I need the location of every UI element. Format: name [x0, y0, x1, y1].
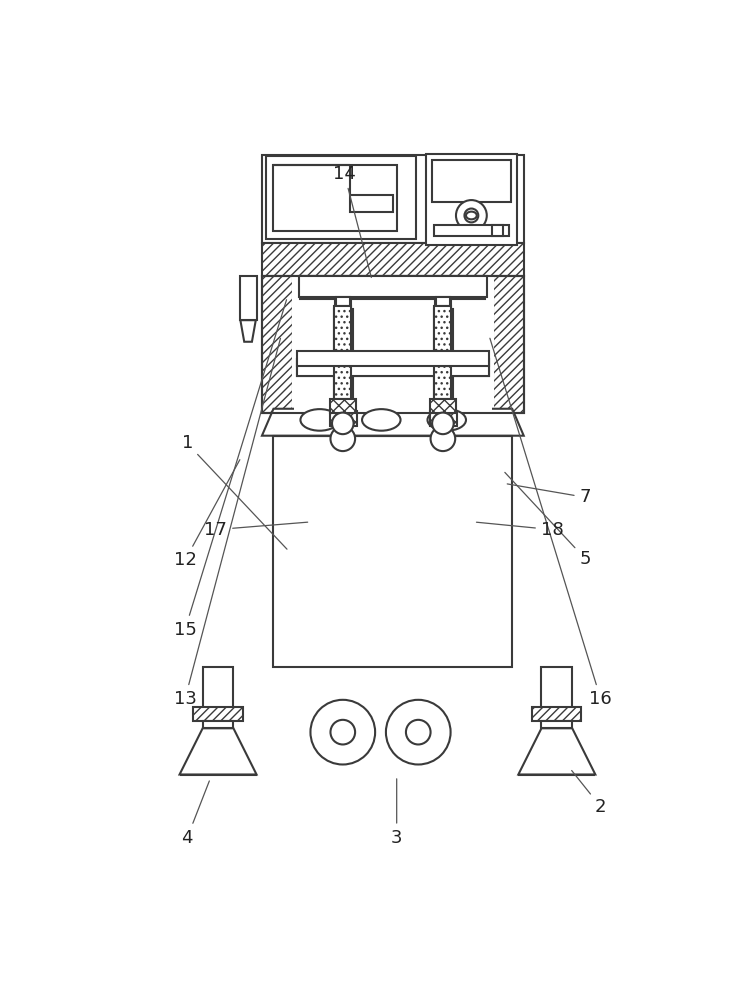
Bar [266, 156, 416, 239]
Bar [262, 155, 524, 243]
Text: 12: 12 [174, 460, 240, 569]
Circle shape [386, 700, 451, 764]
Bar [436, 297, 450, 306]
Bar [541, 721, 572, 728]
Circle shape [332, 413, 354, 434]
Circle shape [330, 426, 355, 451]
Text: 13: 13 [174, 338, 280, 708]
Circle shape [406, 720, 431, 744]
Bar [334, 366, 352, 399]
Bar [296, 359, 489, 376]
Text: 4: 4 [181, 781, 209, 847]
Polygon shape [240, 320, 256, 342]
Bar [335, 299, 352, 309]
Circle shape [456, 200, 487, 231]
Bar [532, 707, 581, 721]
Bar [194, 707, 243, 721]
Bar [330, 411, 357, 426]
Polygon shape [180, 728, 256, 774]
Bar [274, 436, 513, 667]
Circle shape [464, 209, 479, 222]
Bar [434, 376, 453, 411]
Text: 2: 2 [572, 771, 606, 816]
Circle shape [432, 413, 454, 434]
Bar [203, 667, 234, 710]
Bar [434, 225, 509, 235]
Text: 3: 3 [391, 779, 402, 847]
Bar [330, 399, 356, 413]
Text: 14: 14 [333, 165, 371, 277]
Text: 5: 5 [505, 472, 591, 568]
Bar [293, 276, 493, 413]
Bar [430, 411, 457, 426]
Circle shape [311, 700, 375, 764]
Bar [336, 297, 350, 306]
Text: 1: 1 [181, 434, 287, 549]
Bar [430, 399, 456, 413]
Ellipse shape [427, 409, 466, 431]
Bar [333, 309, 353, 359]
Bar [334, 306, 352, 351]
Bar [435, 299, 451, 309]
Bar [541, 667, 572, 710]
Text: 17: 17 [204, 521, 308, 539]
Text: 18: 18 [476, 521, 564, 539]
Ellipse shape [362, 409, 401, 431]
Bar [262, 243, 524, 276]
Bar [300, 276, 485, 299]
Bar [262, 276, 293, 413]
Ellipse shape [300, 409, 339, 431]
Bar [296, 359, 489, 376]
Bar [351, 195, 393, 212]
Bar [293, 276, 492, 412]
Bar [435, 306, 451, 351]
Text: 15: 15 [174, 300, 287, 639]
Polygon shape [519, 728, 596, 774]
Bar [262, 276, 524, 413]
Circle shape [330, 720, 355, 744]
Bar [493, 276, 524, 413]
Bar [299, 276, 487, 297]
Bar [435, 366, 451, 399]
Bar [426, 154, 517, 245]
Text: 16: 16 [490, 338, 612, 708]
Bar [203, 721, 234, 728]
Bar [432, 160, 510, 202]
Text: 7: 7 [507, 484, 591, 506]
Bar [434, 309, 453, 359]
Bar [274, 165, 397, 231]
Ellipse shape [466, 212, 477, 219]
Bar [296, 351, 489, 366]
Bar [333, 376, 353, 411]
Circle shape [431, 426, 455, 451]
Polygon shape [262, 409, 524, 436]
Bar [492, 225, 503, 235]
Bar [240, 276, 256, 320]
